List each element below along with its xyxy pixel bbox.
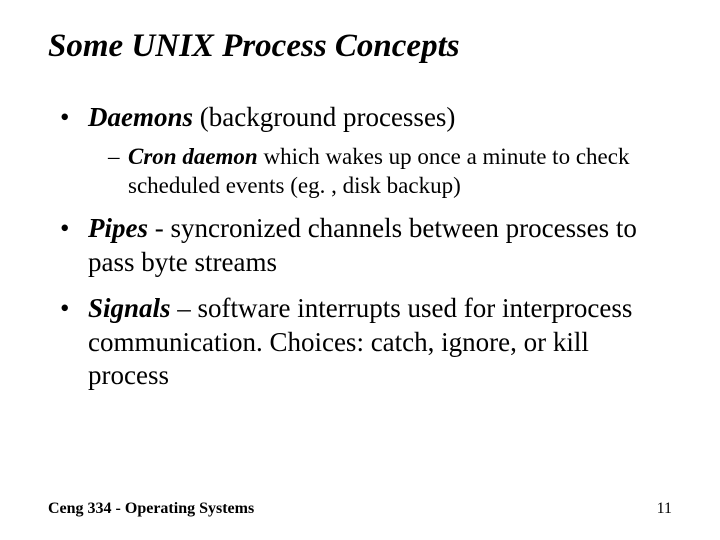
footer-course: Ceng 334 - Operating Systems <box>48 500 254 518</box>
slide-footer: Ceng 334 - Operating Systems 11 <box>48 500 672 518</box>
sub-item-cron: Cron daemon which wakes up once a minute… <box>108 143 672 201</box>
bullet-item-signals: Signals – software interrupts used for i… <box>60 292 672 393</box>
term-daemons: Daemons <box>88 102 193 132</box>
sub-list: Cron daemon which wakes up once a minute… <box>88 143 672 201</box>
slide-title: Some UNIX Process Concepts <box>48 28 672 65</box>
rest-signals: – software interrupts used for interproc… <box>88 293 632 391</box>
term-cron: Cron daemon <box>128 144 258 169</box>
bullet-list: Daemons (background processes) Cron daem… <box>48 101 672 393</box>
footer-page-number: 11 <box>657 500 672 518</box>
term-pipes: Pipes <box>88 213 148 243</box>
rest-daemons: (background processes) <box>193 102 455 132</box>
rest-pipes: - syncronized channels between processes… <box>88 213 637 277</box>
bullet-item-daemons: Daemons (background processes) Cron daem… <box>60 101 672 200</box>
bullet-item-pipes: Pipes - syncronized channels between pro… <box>60 212 672 280</box>
term-signals: Signals <box>88 293 171 323</box>
